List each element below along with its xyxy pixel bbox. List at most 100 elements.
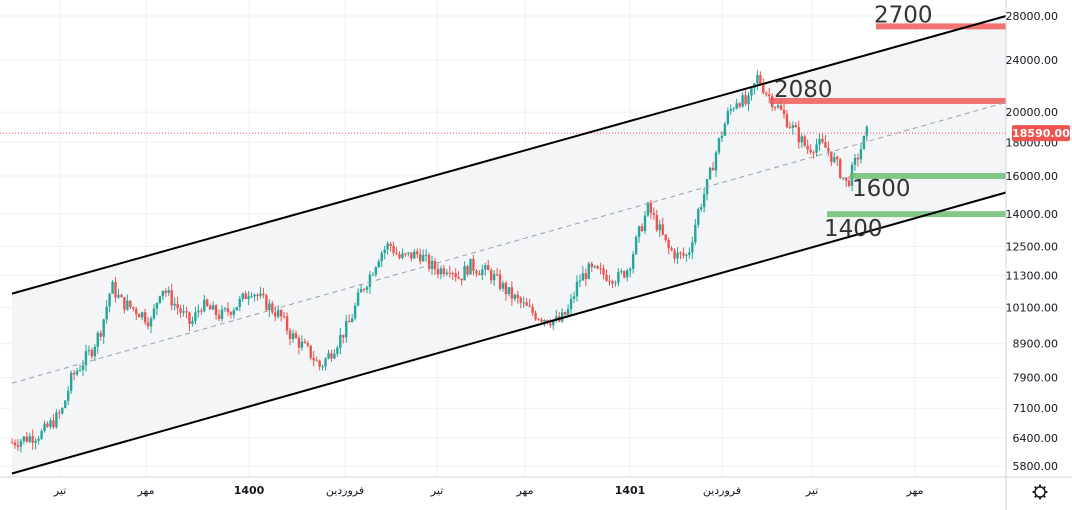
candle-body xyxy=(460,278,463,281)
x-tick-label: مهر xyxy=(905,484,923,497)
level-label-1400: 1400 xyxy=(824,216,883,242)
candle-body xyxy=(815,144,818,153)
candle-body xyxy=(847,180,851,186)
candle-body xyxy=(28,436,31,442)
level-zone-1400 xyxy=(827,211,1006,218)
candle-body xyxy=(688,252,691,255)
channel-fill xyxy=(12,16,1006,474)
candle-body xyxy=(108,293,111,307)
candle-body xyxy=(383,249,386,253)
candle-body xyxy=(194,312,197,322)
candle-body xyxy=(507,287,511,295)
candle-body xyxy=(555,316,558,321)
candle-body xyxy=(723,123,727,136)
candle-body xyxy=(525,302,528,306)
candle-body xyxy=(605,274,608,281)
settings-gear-icon[interactable] xyxy=(1032,484,1048,500)
candle-body xyxy=(114,281,117,298)
candle-body xyxy=(765,92,768,95)
candle-body xyxy=(10,442,14,444)
candle-body xyxy=(117,294,120,298)
candle-body xyxy=(395,253,398,255)
candle-body xyxy=(200,310,203,312)
candle-body xyxy=(711,167,715,171)
candle-body xyxy=(339,334,342,348)
candle-body xyxy=(217,314,221,319)
candle-body xyxy=(392,245,395,254)
candle-body xyxy=(492,274,496,281)
channel-lines xyxy=(11,15,1007,475)
candle-body xyxy=(836,157,839,160)
candle-body xyxy=(436,269,440,275)
level-zone-1600 xyxy=(850,172,1006,179)
candle-body xyxy=(540,319,543,322)
y-tick-label: 10100.00 xyxy=(1006,301,1059,314)
candle-body xyxy=(214,305,218,315)
candle-body xyxy=(67,390,70,401)
candle-body xyxy=(658,224,661,231)
candle-body xyxy=(531,306,534,313)
candle-body xyxy=(282,316,286,318)
candle-body xyxy=(433,260,437,270)
candle-body xyxy=(226,308,230,313)
candle-body xyxy=(244,293,247,299)
x-tick-label: فروردین xyxy=(703,484,741,497)
candle-body xyxy=(123,297,126,310)
candle-body xyxy=(206,299,209,306)
candle-body xyxy=(303,341,307,344)
candle-body xyxy=(167,290,170,293)
candle-body xyxy=(717,138,721,153)
candle-body xyxy=(640,226,644,232)
candle-body xyxy=(274,312,277,317)
candle-body xyxy=(620,271,623,273)
candle-body xyxy=(306,343,309,346)
candle-body xyxy=(824,142,827,148)
candle-body xyxy=(572,296,576,299)
candle-body xyxy=(401,253,404,258)
candle-body xyxy=(844,177,848,181)
candle-body xyxy=(99,332,102,337)
candle-body xyxy=(759,74,762,85)
candle-body xyxy=(478,273,481,276)
candle-body xyxy=(241,293,244,300)
candle-body xyxy=(312,357,315,361)
candle-body xyxy=(741,95,744,107)
candle-body xyxy=(617,272,620,283)
candle-body xyxy=(235,307,239,311)
candle-body xyxy=(87,350,91,352)
gear-tooth xyxy=(1042,494,1046,498)
candle-body xyxy=(797,127,801,143)
candle-body xyxy=(327,353,330,359)
candle-body xyxy=(762,84,765,93)
candle-body xyxy=(135,308,138,315)
candle-body xyxy=(537,319,540,321)
candle-body xyxy=(277,310,280,317)
candle-body xyxy=(566,308,570,315)
candle-body xyxy=(247,296,250,299)
candle-body xyxy=(735,103,738,109)
candles xyxy=(10,69,869,453)
candle-body xyxy=(652,213,656,215)
y-tick-label: 5800.00 xyxy=(1013,460,1059,473)
candle-body xyxy=(773,107,777,109)
candle-body xyxy=(158,296,162,303)
candle-body xyxy=(856,157,860,160)
candle-body xyxy=(818,138,821,145)
candle-body xyxy=(191,321,194,324)
candle-body xyxy=(839,159,842,178)
candle-body xyxy=(779,105,783,110)
candle-body xyxy=(853,157,857,165)
candle-body xyxy=(569,298,573,309)
candle-body xyxy=(427,254,431,269)
candle-body xyxy=(676,252,679,259)
candle-body xyxy=(208,305,212,310)
candle-body xyxy=(865,126,869,136)
candle-body xyxy=(699,207,703,210)
candle-body xyxy=(46,423,49,427)
candle-body xyxy=(543,320,546,322)
candle-body xyxy=(809,149,812,153)
candle-body xyxy=(61,408,64,414)
y-tick-label: 20000.00 xyxy=(1006,106,1059,119)
